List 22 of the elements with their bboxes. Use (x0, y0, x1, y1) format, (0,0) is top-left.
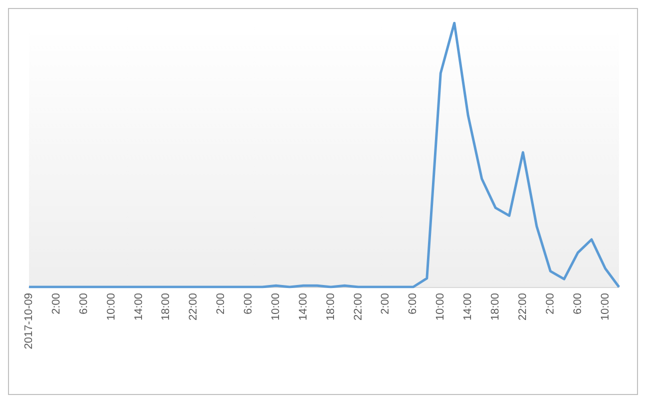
x-tick-label: 6:00 (242, 293, 255, 314)
x-tick-label: 10:00 (434, 293, 447, 321)
x-tick-label: 18:00 (324, 293, 337, 321)
x-tick-label: 2:00 (380, 293, 392, 314)
x-tick-label: 14:00 (132, 293, 145, 321)
x-tick-label: 10:00 (270, 293, 282, 321)
x-tick-label: 10:00 (599, 293, 612, 321)
x-tick-label: 22:00 (516, 293, 529, 321)
x-tick-label: 6:00 (572, 293, 584, 314)
x-tick-label: 14:00 (297, 293, 310, 321)
x-tick-label: 2:00 (544, 293, 556, 314)
x-tick-label: 22:00 (188, 293, 200, 321)
x-tick-label: 22:00 (352, 293, 364, 321)
x-tick-label: 10:00 (105, 293, 118, 321)
x-tick-label: 18:00 (160, 293, 172, 321)
x-tick-label: 2:00 (215, 293, 228, 314)
x-tick-label: 6:00 (407, 293, 420, 314)
x-tick-label: 14:00 (462, 293, 474, 321)
x-tick-label: 2:00 (50, 293, 62, 314)
x-tick-label: 6:00 (78, 293, 90, 314)
x-tick-label: 2017-10-09 (23, 293, 35, 350)
x-tick-label: 18:00 (490, 293, 502, 321)
